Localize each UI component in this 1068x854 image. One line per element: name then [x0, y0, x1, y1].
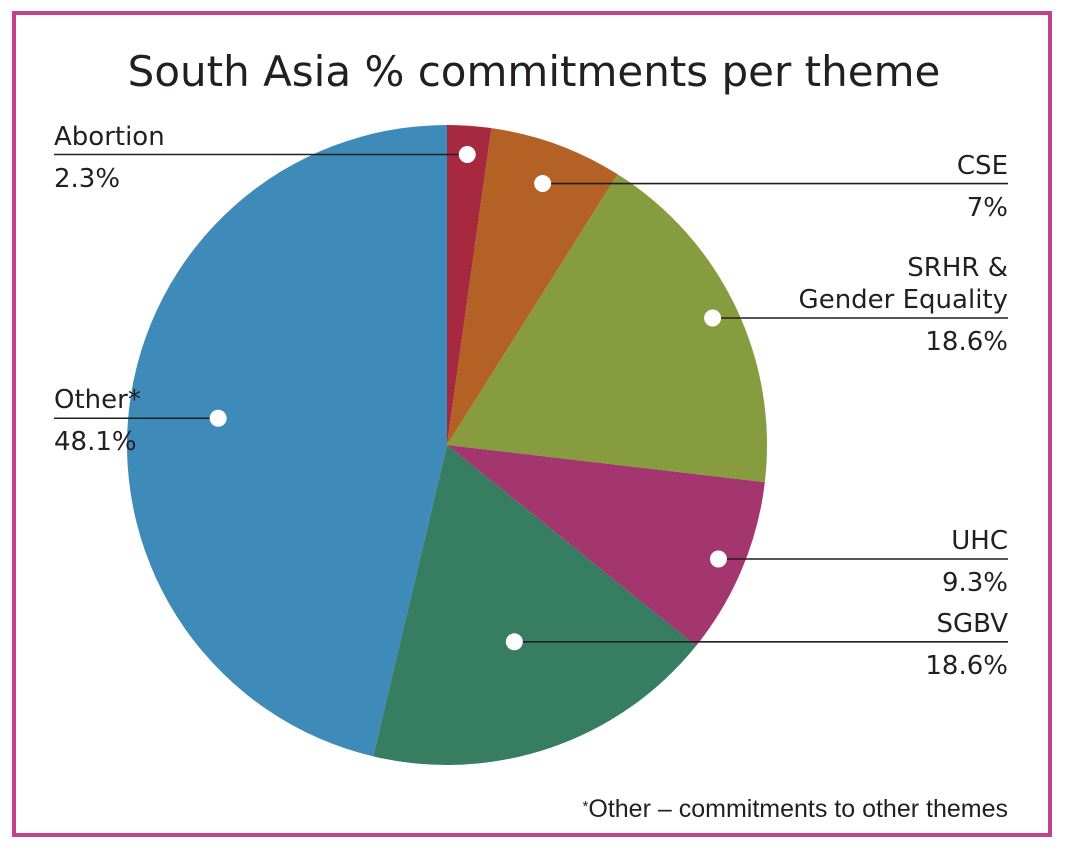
label-other: Other* 48.1% — [54, 384, 141, 458]
marker-cse — [534, 175, 552, 193]
marker-abortion — [458, 146, 476, 164]
label-cse: CSE 7% — [957, 150, 1008, 224]
label-value-sgbv: 18.6% — [925, 650, 1008, 681]
label-value-cse: 7% — [966, 192, 1008, 223]
marker-other — [209, 409, 227, 427]
label-srhr-gender-equality: SRHR & Gender Equality 18.6% — [799, 252, 1008, 358]
marker-uhc — [709, 550, 727, 568]
label-name-srhr-gender-equality-1: SRHR & — [907, 253, 1008, 283]
footnote-text: Other – commitments to other themes — [588, 795, 1008, 823]
pie-slice-other — [127, 125, 447, 757]
marker-srhr-gender-equality — [704, 309, 722, 327]
label-name-uhc: UHC — [951, 525, 1008, 556]
label-uhc: UHC 9.3% — [942, 525, 1008, 599]
pie-slice-srhr-gender-equality — [447, 174, 767, 483]
chart-title: South Asia % commitments per theme — [127, 47, 941, 96]
pie-slice-sgbv — [373, 445, 697, 765]
label-value-abortion: 2.3% — [54, 163, 121, 194]
label-value-uhc: 9.3% — [941, 567, 1008, 598]
label-name-sgbv: SGBV — [936, 608, 1008, 639]
label-name-srhr-gender-equality-2: Gender Equality — [798, 285, 1008, 315]
pie-slice-abortion — [447, 125, 492, 445]
label-name-cse: CSE — [956, 150, 1008, 181]
label-name-other: Other* — [54, 385, 141, 416]
label-abortion: Abortion 2.3% — [54, 121, 165, 195]
footnote: *Other – commitments to other themes — [583, 794, 1008, 824]
chart-frame — [12, 11, 1052, 837]
footnote-asterisk: * — [582, 798, 589, 815]
label-name-abortion: Abortion — [54, 121, 165, 152]
pie-slice-uhc — [447, 445, 765, 646]
label-sgbv: SGBV 18.6% — [925, 608, 1008, 682]
label-value-srhr-gender-equality: 18.6% — [925, 327, 1008, 357]
marker-sgbv — [505, 633, 523, 651]
label-value-other: 48.1% — [54, 427, 137, 458]
pie-slice-cse — [447, 128, 618, 445]
